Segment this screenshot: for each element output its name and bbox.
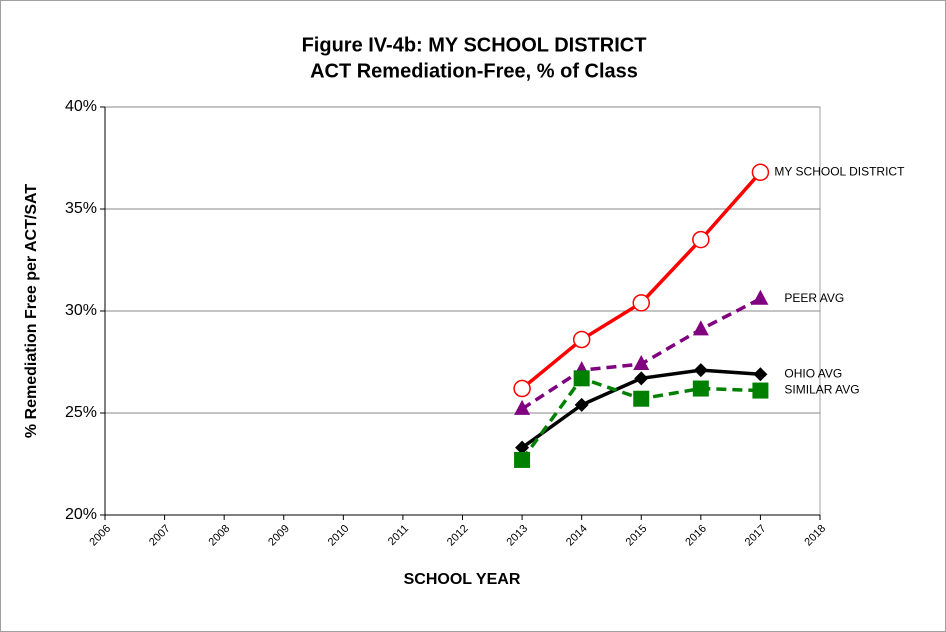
marker xyxy=(753,367,768,382)
marker xyxy=(692,230,710,249)
y-tick-label: 35% xyxy=(65,200,97,217)
marker xyxy=(633,355,650,371)
marker xyxy=(573,370,590,387)
marker xyxy=(632,294,650,312)
y-tick-label: 20% xyxy=(65,506,97,523)
marker xyxy=(574,397,589,412)
series-label: MY SCHOOL DISTRICT xyxy=(774,164,905,178)
marker xyxy=(513,379,531,398)
marker xyxy=(692,380,709,397)
marker xyxy=(514,399,531,415)
marker xyxy=(634,371,649,386)
marker xyxy=(752,382,769,399)
marker xyxy=(693,363,708,378)
y-tick-label: 40% xyxy=(65,98,97,115)
marker xyxy=(572,330,591,349)
y-axis-title: % Remediation Free per ACT/SAT xyxy=(23,184,40,438)
y-tick-label: 25% xyxy=(65,404,97,421)
marker xyxy=(752,289,769,305)
marker xyxy=(692,320,709,336)
marker xyxy=(633,390,650,407)
marker xyxy=(514,451,531,468)
x-axis-title: SCHOOL YEAR xyxy=(404,571,521,588)
chart-subtitle: ACT Remediation-Free, % of Class xyxy=(310,60,638,82)
y-tick-label: 30% xyxy=(65,302,97,319)
series-label: SIMILAR AVG xyxy=(784,383,859,397)
marker xyxy=(515,440,530,455)
series-label: OHIO AVG xyxy=(784,366,842,380)
marker xyxy=(751,163,770,182)
series-label: PEER AVG xyxy=(784,291,844,305)
chart-title: Figure IV-4b: MY SCHOOL DISTRICT xyxy=(302,34,647,56)
